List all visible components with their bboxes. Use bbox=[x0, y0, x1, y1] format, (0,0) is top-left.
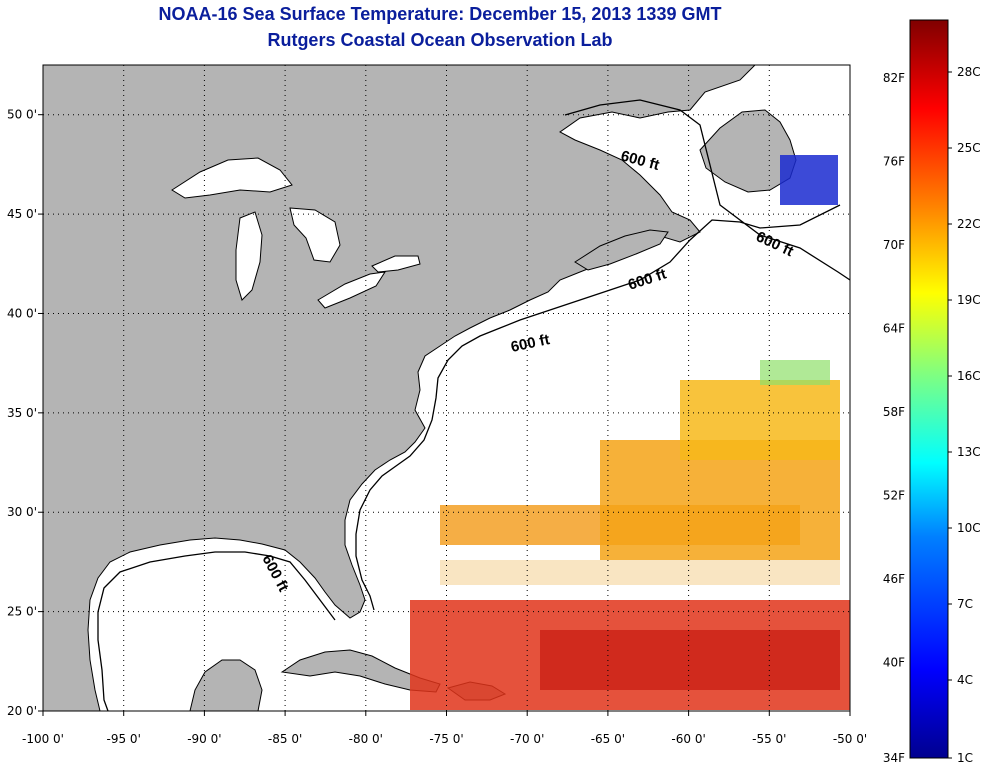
colorbar-celsius-label: 28C bbox=[957, 65, 981, 79]
colorbar-fahrenheit-labels: 82F 76F 70F 64F 58F 52F 46F 40F 34F bbox=[883, 71, 905, 765]
latitude-tick-label: 45 0' bbox=[7, 207, 37, 221]
colorbar-fahrenheit-label: 46F bbox=[883, 572, 905, 586]
longitude-tick-label: -90 0' bbox=[187, 732, 221, 746]
gulf-depth-contour bbox=[97, 551, 336, 711]
colorbar-celsius-label: 13C bbox=[957, 445, 981, 459]
latitude-tick-label: 35 0' bbox=[7, 406, 37, 420]
longitude-tick-label: -65 0' bbox=[591, 732, 625, 746]
longitude-tick-label: -70 0' bbox=[510, 732, 544, 746]
colorbar-celsius-label: 7C bbox=[957, 597, 973, 611]
longitude-tick-label: -100 0' bbox=[22, 732, 64, 746]
land-yucatan bbox=[189, 659, 263, 711]
colorbar-celsius-label: 4C bbox=[957, 673, 973, 687]
colorbar-celsius-label: 22C bbox=[957, 217, 981, 231]
colorbar-fahrenheit-label: 70F bbox=[883, 238, 905, 252]
depth-contour-line bbox=[355, 99, 850, 611]
colorbar-fahrenheit-label: 82F bbox=[883, 71, 905, 85]
colorbar-celsius-labels: 28C 25C 22C 19C 16C 13C 10C 7C 4C 1C bbox=[948, 65, 981, 765]
latitude-tick-label: 25 0' bbox=[7, 605, 37, 619]
longitude-tick-label: -80 0' bbox=[349, 732, 383, 746]
longitude-tick-label: -85 0' bbox=[268, 732, 302, 746]
latitude-axis: 20 0' 25 0' 30 0' 35 0' 40 0' 45 0' 50 0' bbox=[7, 108, 43, 718]
longitude-axis: -100 0' -95 0' -90 0' -85 0' -80 0' -75 0' -70… bbox=[22, 711, 867, 746]
colorbar-fahrenheit-label: 58F bbox=[883, 405, 905, 419]
lake-huron bbox=[289, 207, 341, 263]
sst-blue-newfoundland bbox=[780, 155, 838, 205]
colorbar-fahrenheit-label: 34F bbox=[883, 751, 905, 765]
longitude-tick-label: -75 0' bbox=[429, 732, 463, 746]
longitude-tick-label: -95 0' bbox=[107, 732, 141, 746]
lake-michigan bbox=[235, 211, 263, 301]
sst-band-warm-south-dark bbox=[540, 630, 840, 690]
colorbar-celsius-label: 19C bbox=[957, 293, 981, 307]
lake-erie bbox=[317, 271, 387, 309]
latitude-tick-label: 20 0' bbox=[7, 704, 37, 718]
colorbar-fahrenheit-label: 76F bbox=[883, 155, 905, 169]
sst-band-streak bbox=[440, 560, 840, 585]
latitude-tick-label: 40 0' bbox=[7, 306, 37, 320]
longitude-tick-label: -50 0' bbox=[833, 732, 867, 746]
colorbar: 82F 76F 70F 64F 58F 52F 46F 40F 34F 28C 25C 22C 19C… bbox=[883, 19, 981, 765]
chart-subtitle: Rutgers Coastal Ocean Observation Lab bbox=[267, 30, 613, 50]
colorbar-celsius-label: 10C bbox=[957, 521, 981, 535]
colorbar-celsius-label: 1C bbox=[957, 751, 973, 765]
latitude-tick-label: 50 0' bbox=[7, 108, 37, 122]
colorbar-fahrenheit-label: 52F bbox=[883, 489, 905, 503]
lake-superior bbox=[171, 157, 293, 199]
land-nova-scotia bbox=[574, 229, 669, 271]
colorbar-celsius-label: 16C bbox=[957, 369, 981, 383]
sst-data-overlay bbox=[410, 155, 850, 710]
sst-band-orange-ne bbox=[680, 380, 840, 460]
chart-title: NOAA-16 Sea Surface Temperature: Decembe… bbox=[158, 4, 722, 24]
longitude-tick-label: -60 0' bbox=[671, 732, 705, 746]
sst-band-green-edge bbox=[760, 360, 830, 385]
latitude-tick-label: 30 0' bbox=[7, 505, 37, 519]
colorbar-gradient bbox=[909, 19, 949, 759]
lake-ontario bbox=[371, 255, 421, 273]
longitude-tick-label: -55 0' bbox=[752, 732, 786, 746]
colorbar-fahrenheit-label: 40F bbox=[883, 656, 905, 670]
land-north-america bbox=[43, 65, 756, 711]
colorbar-fahrenheit-label: 64F bbox=[883, 322, 905, 336]
colorbar-celsius-label: 25C bbox=[957, 141, 981, 155]
great-lakes bbox=[171, 157, 421, 309]
map-area: 600 ft 600 ft 600 ft 600 ft 600 ft bbox=[43, 65, 850, 711]
